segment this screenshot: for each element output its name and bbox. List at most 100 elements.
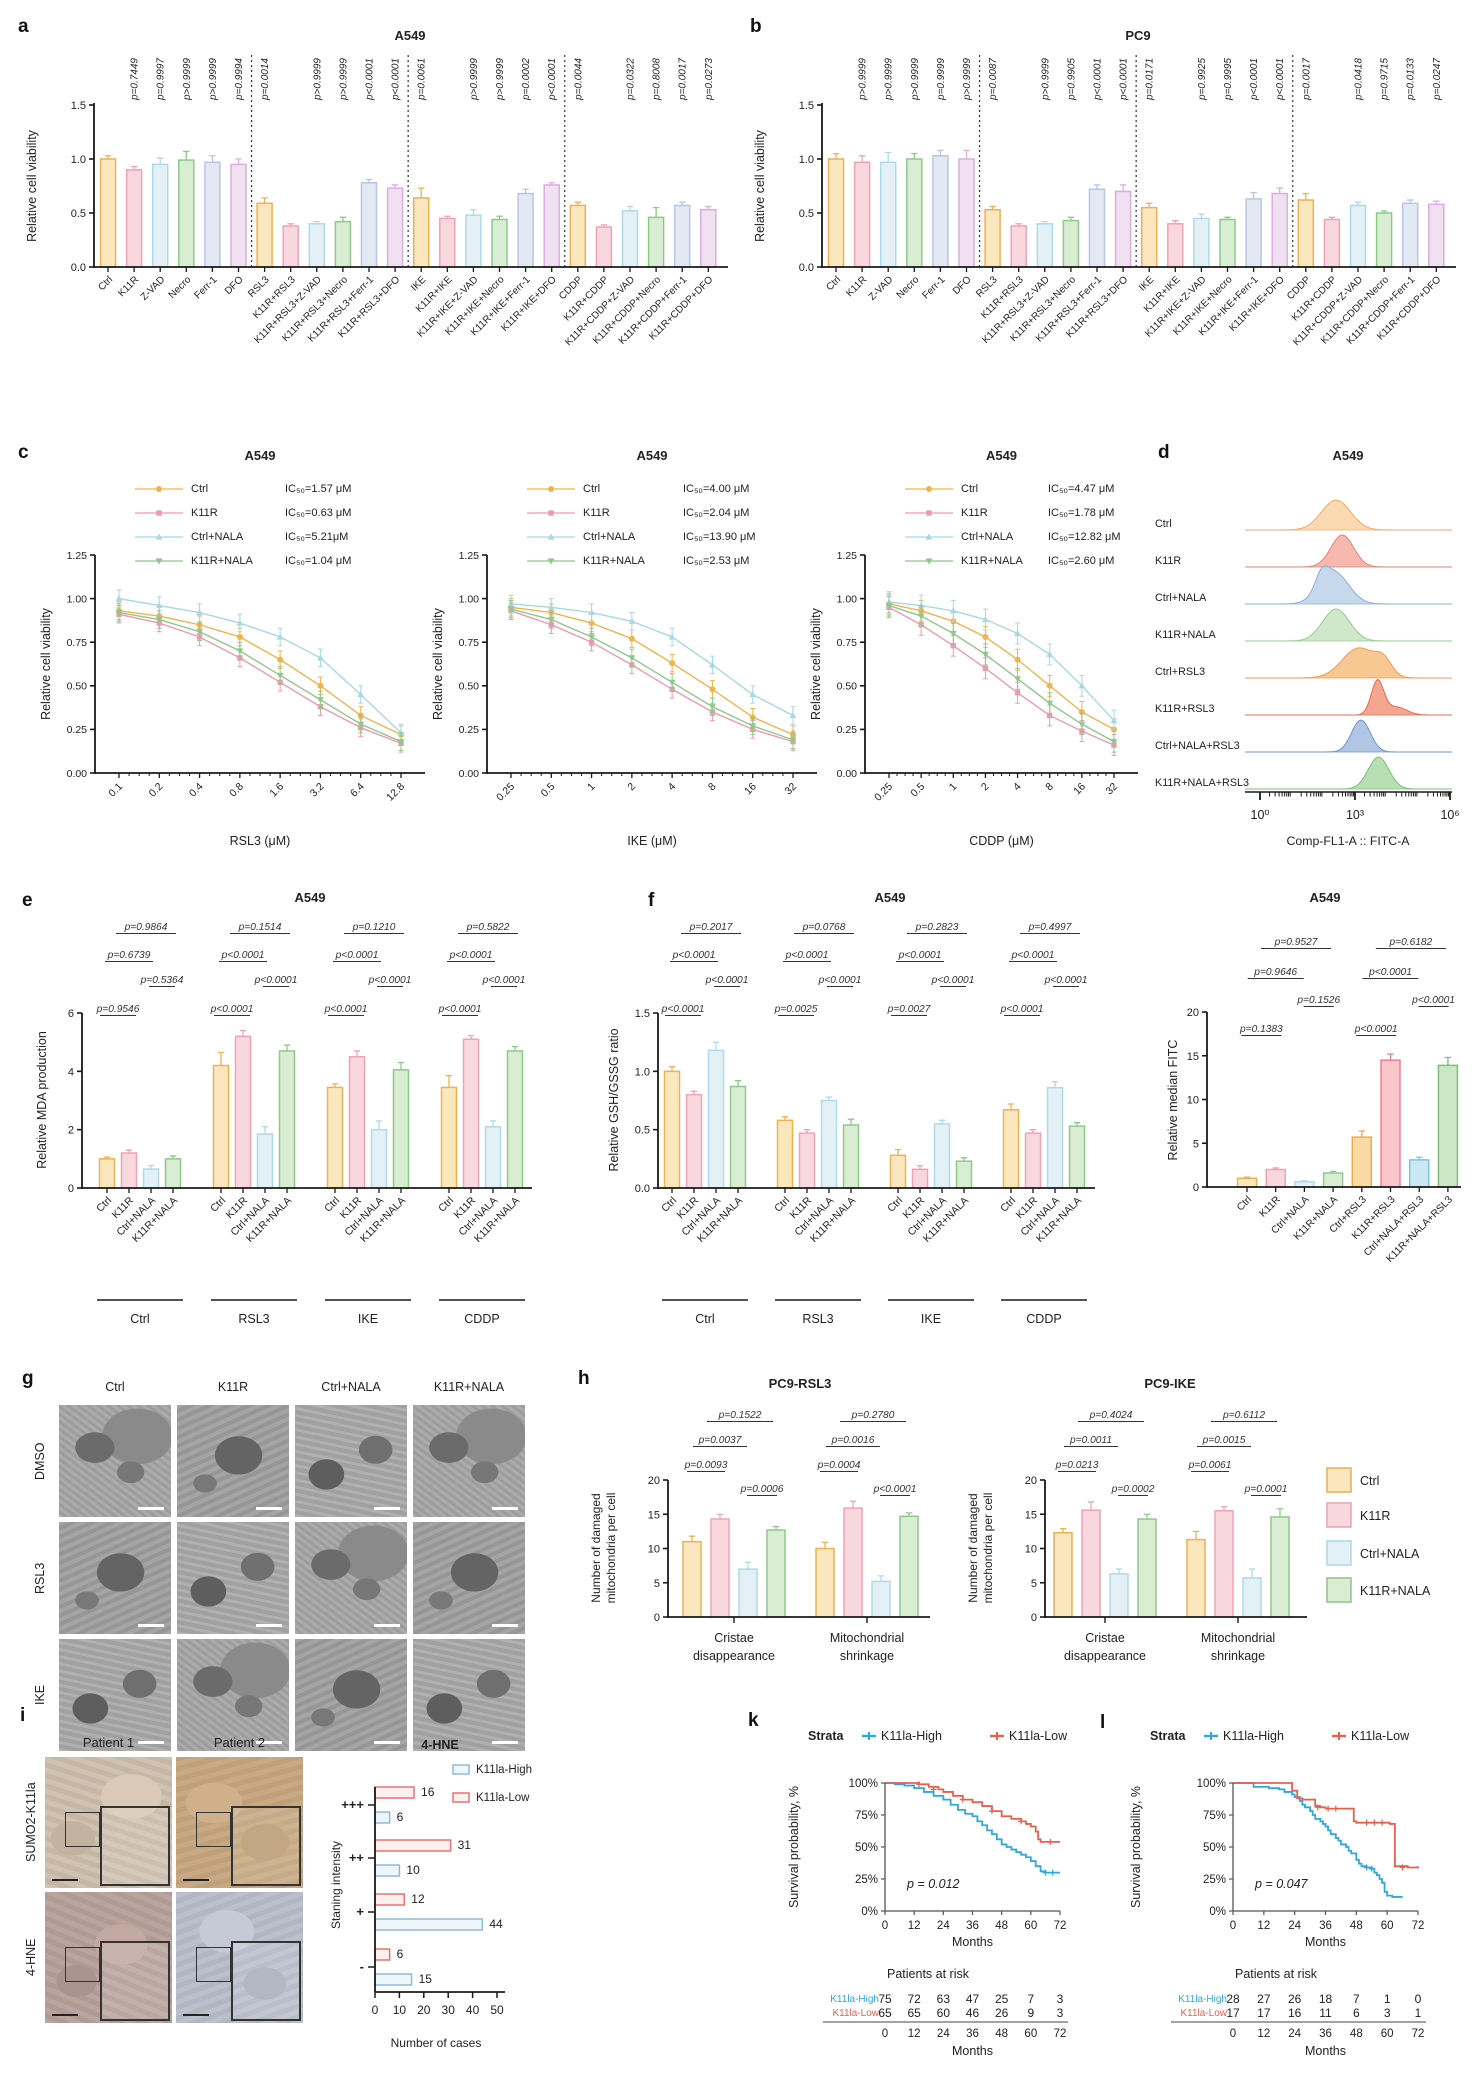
p-value: p>0.9999 xyxy=(182,58,193,101)
p-value: p=0.2780 xyxy=(851,1410,895,1421)
error-bar xyxy=(511,1045,519,1051)
x-tick-label: 10 xyxy=(393,2003,407,2017)
x-tick-label: 6.4 xyxy=(348,781,367,800)
y-tick-label: 100% xyxy=(1197,1778,1226,1790)
marker xyxy=(709,661,716,668)
x-tick-label: 30 xyxy=(442,2003,456,2017)
legend-label: K11la-High xyxy=(476,1764,532,1776)
x-tick-label: Necro xyxy=(895,274,922,301)
p-value: p<0.0001 xyxy=(324,1004,368,1015)
x-axis-label: Number of cases xyxy=(391,2036,482,2050)
marker xyxy=(949,630,957,638)
y-tick-label: 0.00 xyxy=(459,768,480,780)
censor-mark xyxy=(1325,1805,1332,1812)
p-value: p=0.0006 xyxy=(740,1484,784,1495)
y-tick-label: 15 xyxy=(1025,1509,1037,1521)
y-axis-label: Relative cell viability xyxy=(39,607,53,720)
y-tick-label: 1.00 xyxy=(67,593,88,605)
p-value: p=0.9546 xyxy=(96,1004,140,1015)
bar xyxy=(374,1948,391,1961)
legend-ic50: IC₅₀=13.90 μM xyxy=(683,531,756,543)
legend-ic50: IC₅₀=4.00 μM xyxy=(683,483,749,495)
p-value: p=0.2823 xyxy=(915,922,959,933)
x-tick-label: 8 xyxy=(706,781,719,794)
risk-row-label: K11la-Low xyxy=(832,2008,879,2019)
row-label: Ctrl+RSL3 xyxy=(1155,666,1205,678)
marker xyxy=(1078,721,1086,728)
bar xyxy=(1322,1172,1344,1188)
y-tick-label: 0.0 xyxy=(635,1183,650,1195)
scale-bar xyxy=(492,1741,518,1744)
legend-label: K11R+NALA xyxy=(1360,1584,1431,1598)
legend-ic50: IC₅₀=1.57 μM xyxy=(285,483,351,495)
error-bar xyxy=(1328,216,1336,220)
legend-ic50: IC₅₀=1.78 μM xyxy=(1048,507,1114,519)
marker xyxy=(1014,676,1021,683)
bar xyxy=(663,1070,681,1189)
p-value: p=0.0133 xyxy=(1406,58,1417,101)
p-value: p=0.0002 xyxy=(1111,1484,1155,1495)
marker xyxy=(155,601,163,609)
marker xyxy=(548,486,554,492)
row-label: K11R+NALA+RSL3 xyxy=(1155,777,1249,789)
marker xyxy=(357,690,365,698)
risk-count: 63 xyxy=(937,1992,951,2006)
group-label: Ctrl xyxy=(695,1312,714,1326)
p-value: p=0.0015 xyxy=(1202,1435,1246,1446)
error-bar xyxy=(1250,191,1257,199)
error-bar xyxy=(1115,1568,1123,1574)
bar xyxy=(1270,1516,1290,1618)
marker xyxy=(277,656,284,663)
x-tick-label: 32 xyxy=(782,781,799,798)
x-tick-label: 1 xyxy=(947,781,960,794)
p-value: p=0.2017 xyxy=(689,922,733,933)
risk-count: 17 xyxy=(1257,2006,1271,2020)
error-bar xyxy=(1198,213,1205,219)
error-bar xyxy=(1248,1568,1256,1578)
y-tick-label: 20 xyxy=(1187,1007,1199,1019)
panel-i-letter: i xyxy=(20,1705,26,1726)
p-value: p=0.0322 xyxy=(626,58,637,101)
tem-image xyxy=(413,1639,525,1751)
error-bar xyxy=(313,220,320,224)
bar xyxy=(506,1050,524,1189)
bar xyxy=(1193,217,1210,268)
km-curve xyxy=(1233,1782,1419,1869)
p-value: p=0.0014 xyxy=(260,58,271,101)
y-tick-label: 0.50 xyxy=(67,681,88,693)
censor-mark xyxy=(1042,1869,1049,1876)
tem-image xyxy=(177,1405,289,1517)
error-bar xyxy=(331,1083,339,1088)
histogram-ridge xyxy=(1245,499,1452,531)
risk-count: 26 xyxy=(995,2006,1009,2020)
risk-count: 60 xyxy=(937,2006,951,2020)
marker xyxy=(669,660,676,667)
dose-curve xyxy=(118,597,402,734)
p-value: p>0.9999 xyxy=(884,58,895,101)
bar xyxy=(98,1158,116,1189)
legend-ic50: IC₅₀=2.04 μM xyxy=(683,507,749,519)
error-bar xyxy=(147,1164,155,1170)
marker xyxy=(115,609,123,617)
y-axis-label: Relative cell viability xyxy=(809,607,823,720)
bar xyxy=(889,1154,907,1189)
x-axis-label: IKE (μM) xyxy=(627,834,677,848)
error-bar xyxy=(960,1157,968,1162)
inset-zoom-box xyxy=(100,1941,171,2022)
y-tick-label: 20 xyxy=(648,1475,660,1487)
y-tick-label: 0.5 xyxy=(799,208,814,220)
marker xyxy=(749,690,757,698)
scale-bar xyxy=(138,1741,164,1744)
legend-ic50: IC₅₀=5.21μM xyxy=(285,531,348,543)
x-axis-label: Comp-FL1-A :: FITC-A xyxy=(1287,834,1411,848)
marker xyxy=(1014,656,1021,663)
error-bar xyxy=(894,1148,902,1156)
risk-count: 46 xyxy=(966,2006,980,2020)
x-tick-label: 1.6 xyxy=(267,781,286,800)
legend-label: K11R xyxy=(1360,1509,1390,1523)
x-tick-label: 20 xyxy=(417,2003,431,2017)
x-tick-label: 0 xyxy=(882,1920,888,1932)
p-value: p=0.0213 xyxy=(1055,1460,1099,1471)
p-value: p=0.6182 xyxy=(1388,937,1432,948)
p-value: p<0.0001 xyxy=(438,1004,482,1015)
